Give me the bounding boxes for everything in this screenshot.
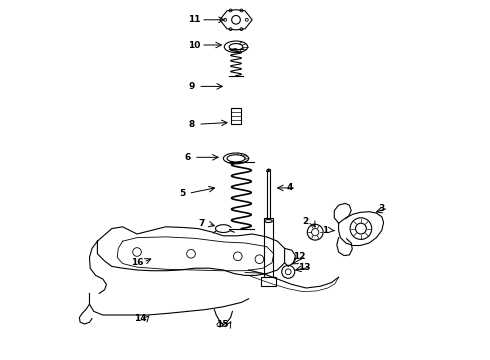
Text: 1: 1: [322, 226, 328, 235]
Text: 5: 5: [179, 189, 185, 198]
Bar: [264, 218, 273, 277]
Text: 3: 3: [379, 204, 385, 212]
Text: 6: 6: [184, 153, 191, 162]
Bar: [231, 108, 241, 124]
Text: 14: 14: [134, 314, 146, 323]
Text: 11: 11: [188, 15, 201, 24]
Text: 16: 16: [131, 258, 143, 266]
Polygon shape: [266, 169, 270, 171]
Text: 7: 7: [198, 220, 205, 229]
Text: 12: 12: [294, 252, 306, 261]
Text: 4: 4: [287, 184, 293, 193]
Text: 9: 9: [189, 82, 195, 91]
Text: 15: 15: [217, 320, 229, 329]
Bar: [267, 169, 270, 218]
Text: 10: 10: [189, 41, 201, 50]
Text: 2: 2: [302, 217, 309, 226]
Text: 8: 8: [189, 120, 195, 129]
Text: 13: 13: [298, 263, 310, 272]
Bar: [261, 277, 275, 286]
